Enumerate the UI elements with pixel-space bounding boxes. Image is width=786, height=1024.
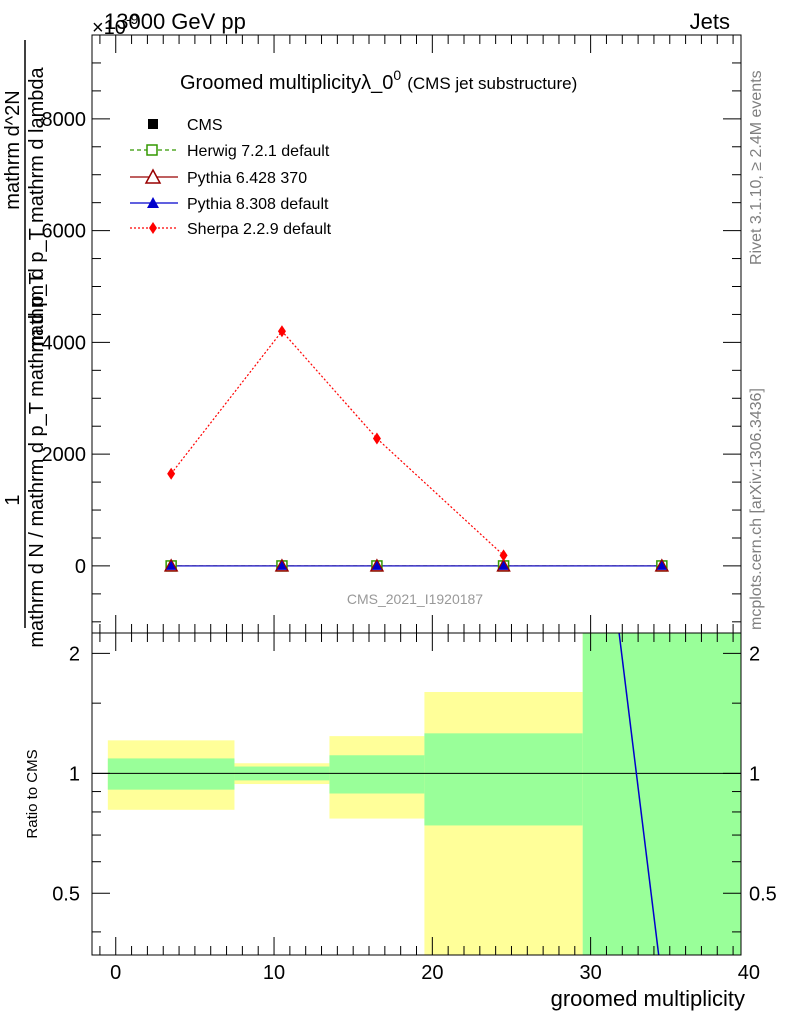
x-tick-label: 10 xyxy=(263,962,285,984)
chart-title: Groomed multiplicityλ_00 (CMS jet substru… xyxy=(180,67,577,94)
main-series-group xyxy=(163,325,670,572)
data-point xyxy=(277,325,286,338)
legend-item-herwig: Herwig 7.2.1 default xyxy=(130,143,330,160)
main-x-ticks xyxy=(99,35,734,633)
exponent-label: ×10-9 xyxy=(92,11,139,39)
ylabel-right-denominator: mathrm d p_T mathrm d lambda xyxy=(26,66,48,352)
mcplots-label: mcplots.cern.ch [arXiv:1306.3436] xyxy=(748,388,765,630)
legend: CMS Herwig 7.2.1 default Pythia 6.428 37… xyxy=(130,117,332,238)
legend-label: Herwig 7.2.1 default xyxy=(187,143,330,160)
data-point xyxy=(498,560,509,570)
y-tick-label: 0 xyxy=(75,556,86,578)
legend-item-sherpa: Sherpa 2.2.9 default xyxy=(130,221,332,238)
ratio-series-group xyxy=(618,632,660,956)
main-y-ticks: 0 2000 4000 6000 8000 xyxy=(42,62,741,623)
data-point xyxy=(276,560,287,570)
ylabel-denominator: mathrm d N / mathrm d p_T mathrm d p_T xyxy=(26,272,48,647)
y-tick-label: 8000 xyxy=(42,109,87,131)
ratio-y-tick-label: 2 xyxy=(69,643,80,665)
ratio-y-tick-label-right: 2 xyxy=(749,643,760,665)
ratio-x-ticks: 0 10 20 30 40 xyxy=(99,633,760,984)
legend-label: Pythia 6.428 370 xyxy=(187,170,307,187)
legend-item-pythia8: Pythia 8.308 default xyxy=(130,196,329,213)
uncertainty-band-inner xyxy=(582,633,741,955)
y-tick-label: 4000 xyxy=(42,332,87,354)
uncertainty-band-inner xyxy=(424,733,583,826)
x-tick-label: 40 xyxy=(738,962,760,984)
legend-item-pythia6: Pythia 6.428 370 xyxy=(130,168,307,187)
legend-label: CMS xyxy=(187,117,223,134)
x-tick-label: 30 xyxy=(579,962,601,984)
rivet-label: Rivet 3.1.10, ≥ 2.4M events xyxy=(748,70,765,265)
legend-item-cms: CMS xyxy=(148,117,223,134)
data-point xyxy=(371,560,382,570)
series-line xyxy=(170,330,504,556)
legend-label: Sherpa 2.2.9 default xyxy=(187,221,332,238)
ratio-bands-group xyxy=(107,633,741,955)
uncertainty-band-inner xyxy=(107,758,235,790)
process-label: Jets xyxy=(690,9,730,34)
data-point xyxy=(499,549,508,562)
data-point xyxy=(166,560,177,570)
y-tick-label: 2000 xyxy=(42,444,87,466)
ylabel-right-numerator: mathrm d^2N xyxy=(2,90,24,209)
data-point xyxy=(656,560,667,570)
ratio-y-tick-label-right: 1 xyxy=(749,763,760,785)
ratio-y-ticks: 0.5 0.5 1 1 2 2 xyxy=(52,643,777,933)
data-point xyxy=(167,467,176,480)
ratio-series-line xyxy=(618,632,660,956)
y-tick-label: 6000 xyxy=(42,221,87,243)
uncertainty-band-inner xyxy=(329,755,425,794)
energy-label: 13000 GeV pp xyxy=(104,9,246,34)
ratio-y-tick-label-right: 0.5 xyxy=(749,883,777,905)
x-tick-label: 20 xyxy=(421,962,443,984)
ylabel-numerator: 1 xyxy=(2,494,24,505)
ratio-ylabel: Ratio to CMS xyxy=(24,749,41,838)
x-tick-label: 0 xyxy=(110,962,121,984)
watermark: CMS_2021_I1920187 xyxy=(347,591,483,607)
data-point xyxy=(372,432,381,445)
x-axis-label: groomed multiplicity xyxy=(551,986,745,1011)
ratio-y-tick-label: 0.5 xyxy=(52,883,80,905)
ratio-y-tick-label: 1 xyxy=(69,763,80,785)
legend-label: Pythia 8.308 default xyxy=(187,196,329,213)
